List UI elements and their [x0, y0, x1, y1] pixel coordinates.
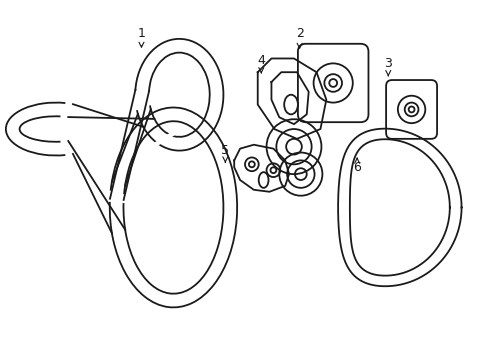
Text: 6: 6 — [352, 158, 360, 174]
Text: 3: 3 — [384, 57, 391, 76]
Text: 1: 1 — [137, 27, 145, 47]
Text: 4: 4 — [257, 54, 264, 73]
Text: 2: 2 — [295, 27, 303, 48]
Text: 5: 5 — [221, 144, 229, 162]
